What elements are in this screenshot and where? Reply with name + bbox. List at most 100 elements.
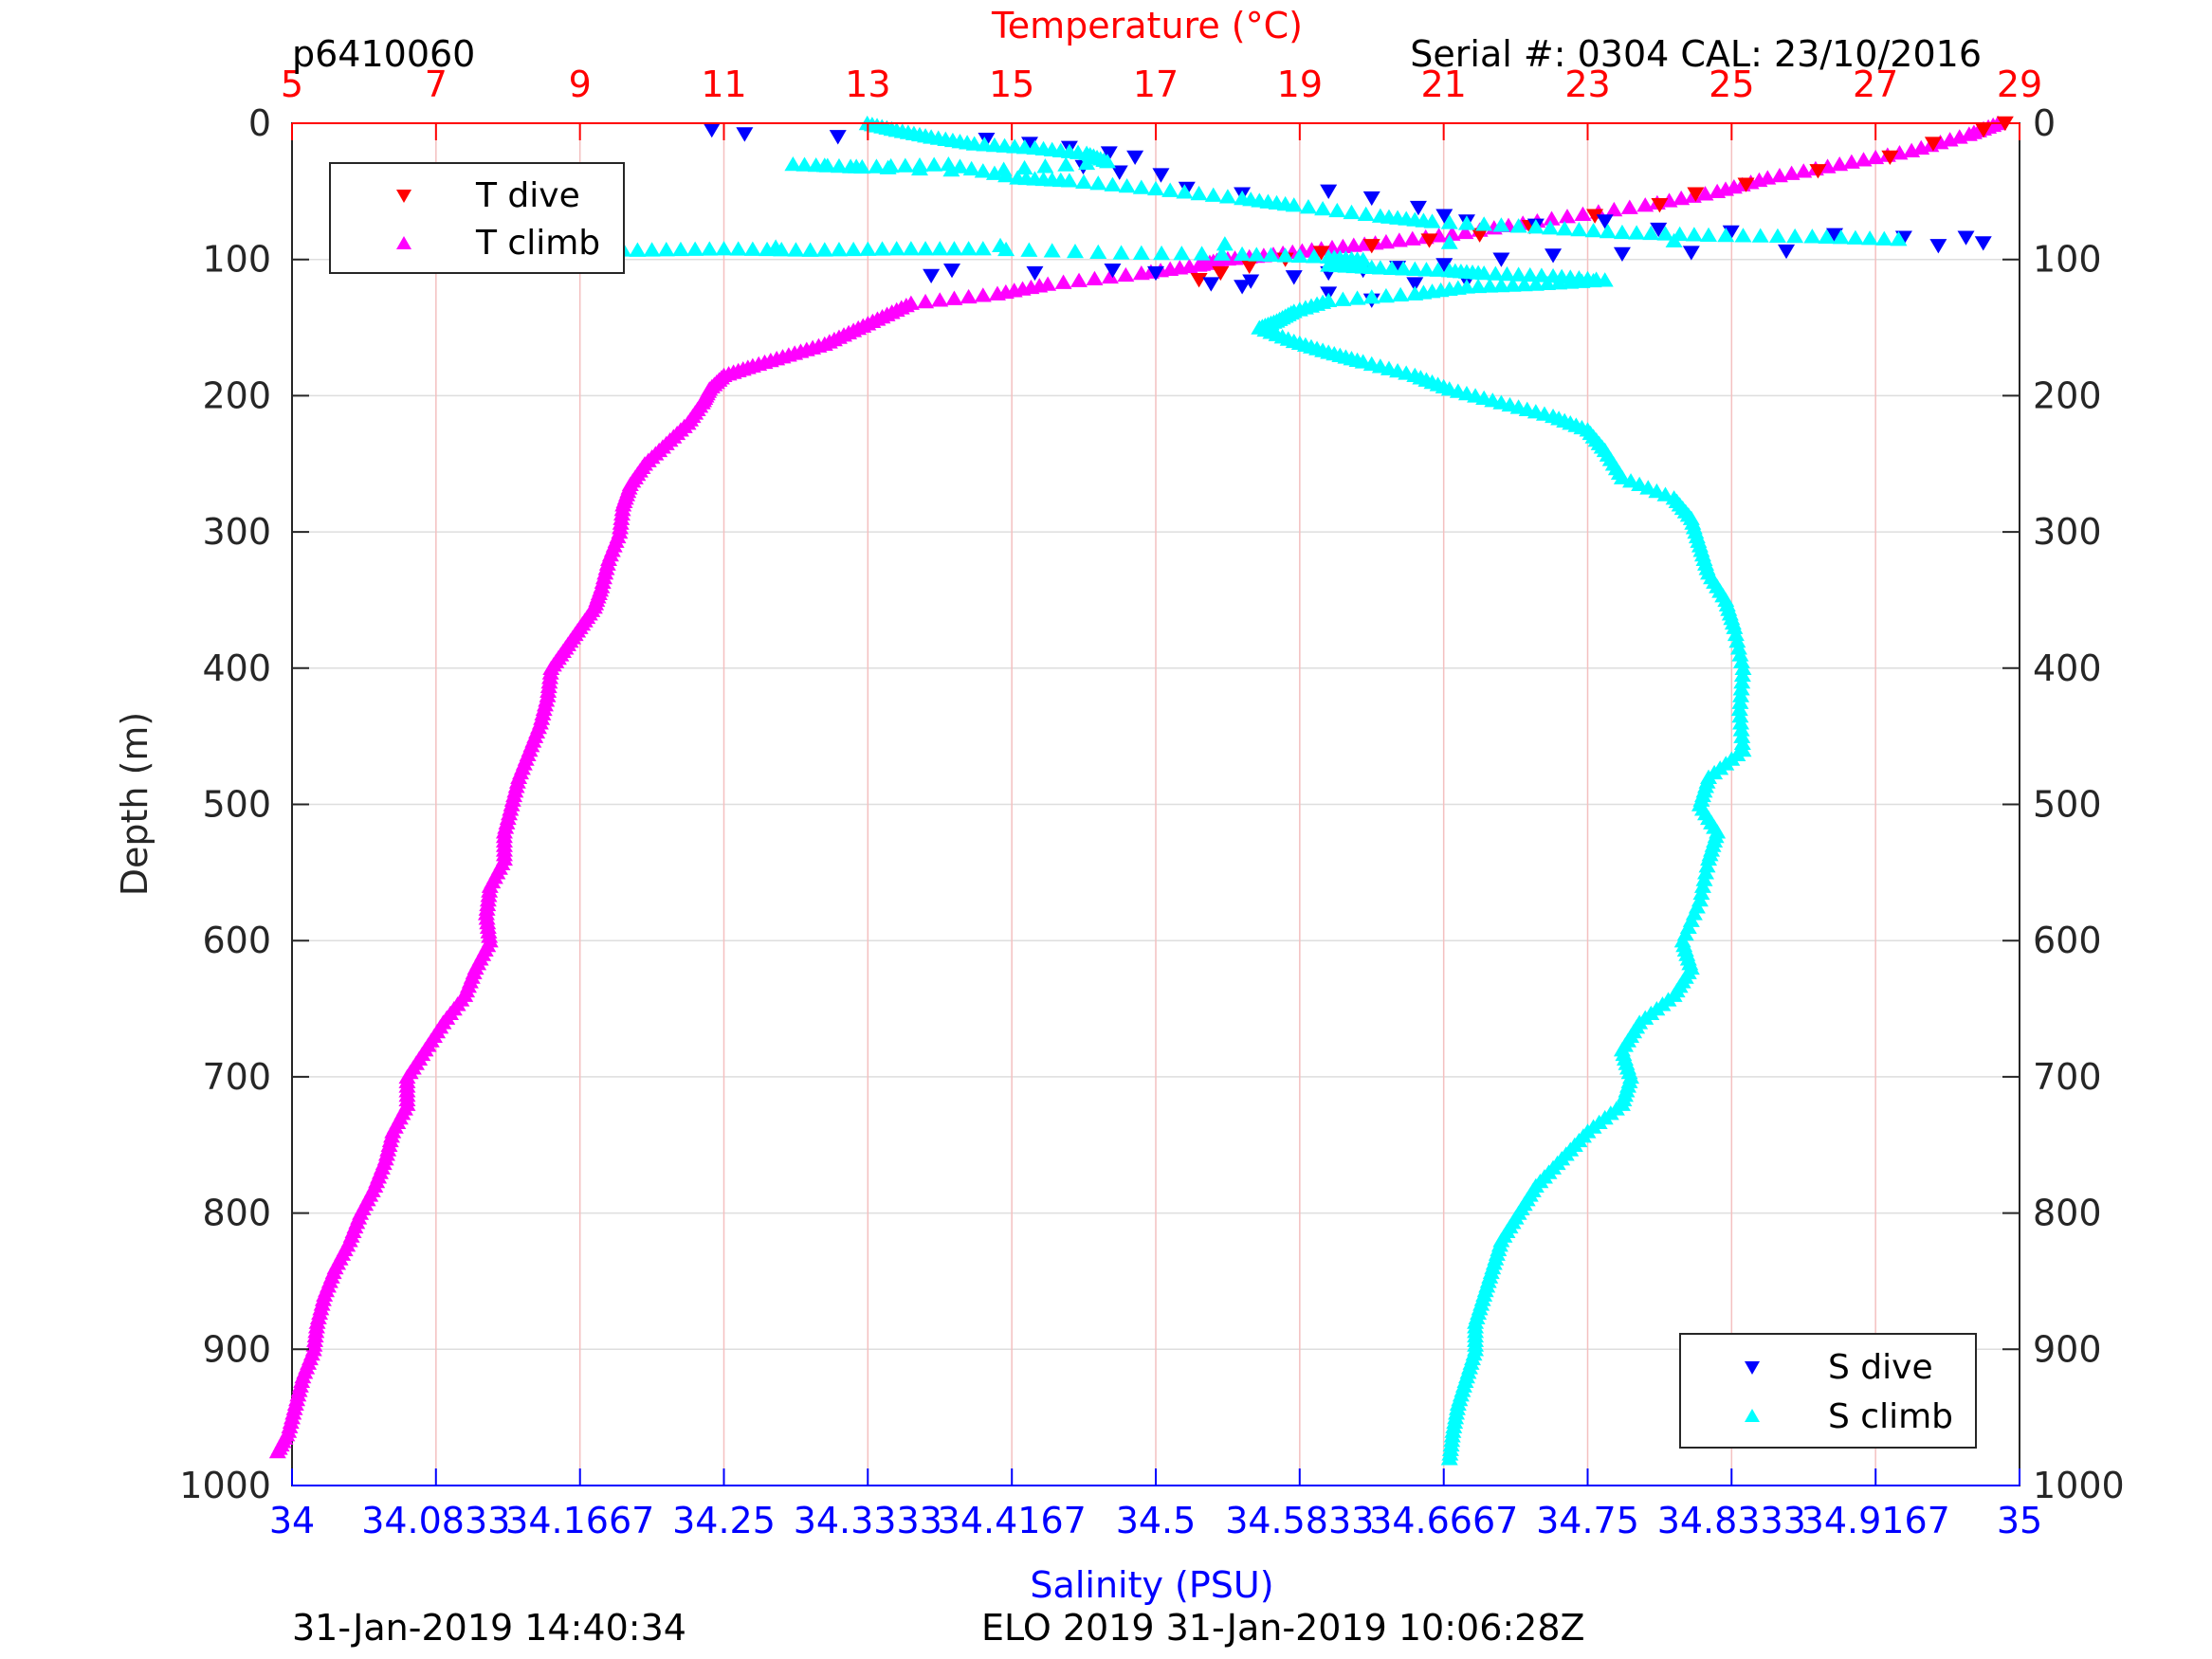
top-tick-label: 29 <box>1997 64 2042 105</box>
data-point <box>1406 277 1424 292</box>
data-point <box>1831 156 1849 172</box>
title-left: p6410060 <box>292 33 475 75</box>
data-point <box>1786 228 1804 244</box>
bottom-tick-label: 35 <box>1997 1500 2042 1541</box>
data-point <box>1665 232 1683 248</box>
data-point <box>931 292 949 307</box>
data-point <box>1628 225 1646 240</box>
data-point <box>1403 230 1421 246</box>
data-point <box>1362 289 1380 304</box>
data-point <box>1299 199 1317 214</box>
data-point <box>1153 245 1171 261</box>
data-point <box>1957 230 1975 246</box>
data-point <box>1348 290 1366 305</box>
data-point <box>1504 277 1522 292</box>
data-point <box>1700 227 1718 243</box>
y-tick-label-right: 800 <box>2033 1193 2102 1234</box>
data-point <box>945 241 963 256</box>
data-point <box>1613 246 1631 263</box>
data-point <box>743 241 761 256</box>
data-point <box>873 241 891 256</box>
data-point <box>1423 213 1441 228</box>
data-point <box>1778 244 1796 260</box>
top-tick-label: 17 <box>1133 64 1179 105</box>
data-point <box>1558 209 1576 224</box>
footer-left: 31-Jan-2019 14:40:34 <box>292 1607 686 1649</box>
data-point <box>1693 878 1711 893</box>
data-point <box>1596 214 1614 229</box>
data-point <box>1543 210 1561 226</box>
top-tick-label: 9 <box>569 64 592 105</box>
data-point <box>1584 272 1602 288</box>
data-point <box>1475 216 1493 231</box>
data-point <box>1173 246 1191 261</box>
top-axis-label: Temperature (°C) <box>991 5 1303 46</box>
data-point <box>853 158 871 174</box>
data-point <box>940 156 958 172</box>
data-point <box>1751 228 1769 243</box>
bottom-tick-label: 34.75 <box>1536 1500 1639 1541</box>
data-point <box>887 241 905 256</box>
data-point <box>1202 277 1220 292</box>
data-point <box>842 158 860 173</box>
data-point <box>1613 224 1631 240</box>
data-point <box>1605 201 1623 217</box>
data-point <box>1066 243 1084 259</box>
data-point <box>1117 266 1135 283</box>
data-point <box>1104 263 1122 279</box>
data-point <box>1515 276 1533 292</box>
y-tick-label-left: 1000 <box>179 1465 271 1506</box>
data-point <box>1538 275 1556 291</box>
data-point <box>1717 227 1735 243</box>
data-point <box>1875 230 1893 246</box>
data-point <box>1104 176 1122 191</box>
data-point <box>1075 173 1093 189</box>
temperature-legend: T dive T climb <box>329 162 625 274</box>
data-point <box>787 242 805 257</box>
data-point <box>1213 246 1231 261</box>
bottom-tick-label: 34.6667 <box>1369 1500 1518 1541</box>
data-point <box>736 127 754 142</box>
data-point <box>943 263 961 279</box>
data-point <box>1492 217 1510 232</box>
data-point <box>671 241 689 257</box>
data-point <box>807 156 825 173</box>
data-point <box>1733 728 1751 743</box>
data-point <box>1867 149 1885 165</box>
bottom-axis-label: Salinity (PSU) <box>1030 1564 1273 1606</box>
data-point <box>1126 150 1144 166</box>
data-point <box>1435 209 1453 224</box>
data-point <box>925 156 943 172</box>
data-point <box>1890 231 1908 246</box>
data-point <box>1406 261 1424 276</box>
data-point <box>1234 246 1252 262</box>
data-point <box>1212 265 1230 282</box>
data-point <box>868 158 886 173</box>
data-point <box>1832 229 1850 245</box>
data-point <box>1457 215 1475 230</box>
data-point <box>917 293 935 309</box>
data-point <box>1362 239 1380 254</box>
data-point <box>1118 178 1136 193</box>
data-point <box>773 242 791 257</box>
data-point <box>1036 158 1054 173</box>
y-tick-label-left: 700 <box>202 1056 271 1098</box>
data-point <box>1698 858 1716 873</box>
salinity-legend-box <box>1679 1333 1977 1449</box>
top-tick-label: 27 <box>1853 64 1898 105</box>
data-point <box>1054 274 1072 289</box>
data-point <box>759 241 777 257</box>
data-point <box>974 163 992 178</box>
data-point <box>1020 242 1038 257</box>
data-point <box>1732 681 1750 696</box>
data-point <box>1728 632 1746 648</box>
data-point <box>729 241 747 256</box>
y-tick-label-left: 500 <box>202 784 271 826</box>
data-point <box>1586 209 1604 224</box>
bottom-tick-label: 34.5833 <box>1225 1500 1374 1541</box>
data-point <box>1440 214 1458 229</box>
data-point <box>1498 265 1516 282</box>
y-tick-label-left: 100 <box>202 239 271 281</box>
title-right: Serial #: 0304 CAL: 23/10/2016 <box>1410 33 1982 75</box>
data-point <box>1440 1450 1458 1466</box>
